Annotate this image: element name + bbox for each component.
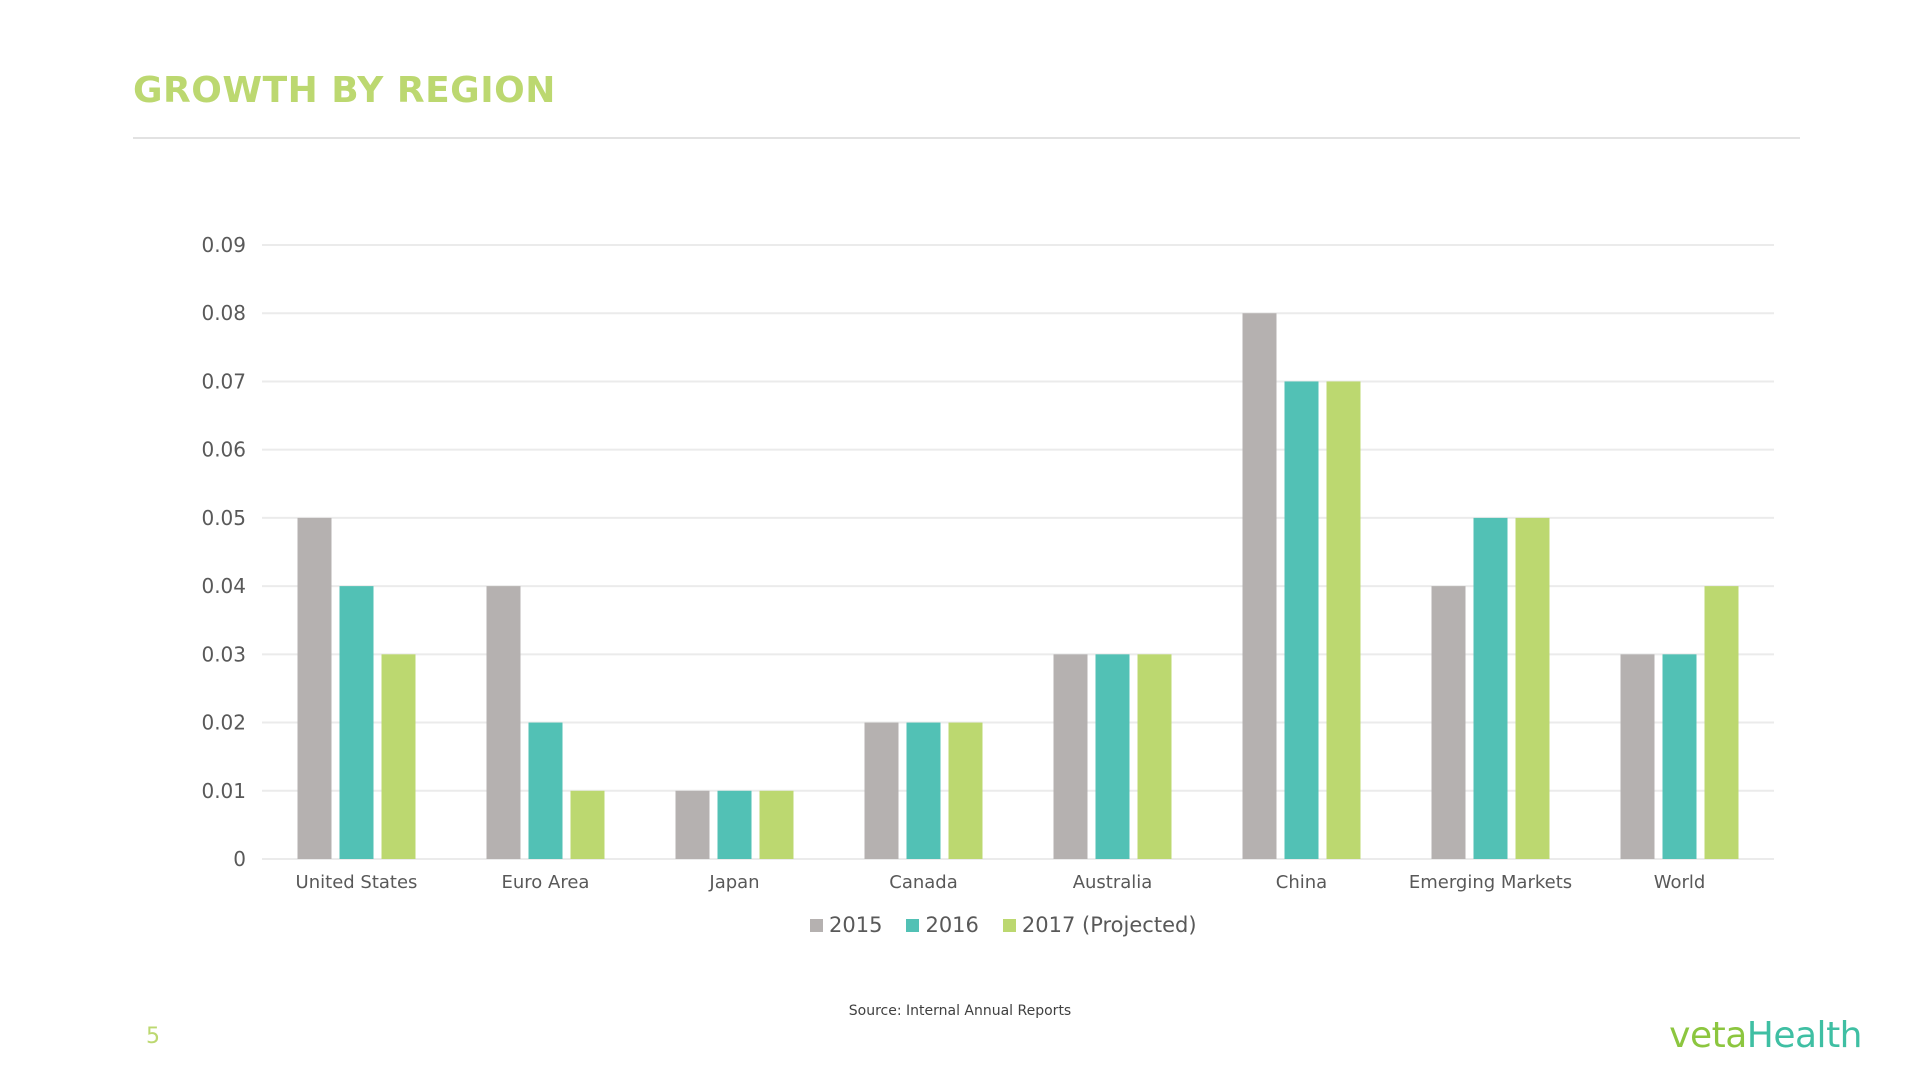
x-category-label: Japan <box>708 872 759 893</box>
bar <box>1326 381 1361 859</box>
bar <box>1242 313 1277 859</box>
bar <box>1473 517 1508 859</box>
bar <box>381 654 416 859</box>
x-category-label: Canada <box>889 872 958 893</box>
y-tick-label: 0.03 <box>201 642 246 666</box>
legend-swatch <box>906 918 920 932</box>
legend-item: 2017 (Projected) <box>1002 913 1197 937</box>
bar <box>1284 381 1319 859</box>
bar <box>528 722 563 859</box>
x-category-label: Australia <box>1073 872 1153 893</box>
x-category-label: China <box>1276 872 1327 893</box>
bar <box>759 790 794 859</box>
slide-title: GROWTH BY REGION <box>133 70 556 111</box>
x-category-label: World <box>1654 872 1706 893</box>
legend-label: 2015 <box>829 913 883 937</box>
bar <box>906 722 941 859</box>
bar <box>339 586 374 859</box>
bar <box>717 790 752 859</box>
y-tick-label: 0.05 <box>201 506 246 530</box>
y-tick-label: 0 <box>233 847 246 871</box>
bar <box>1662 654 1697 859</box>
logo-text-health: Health <box>1746 1015 1863 1056</box>
x-category-label: Euro Area <box>502 872 590 893</box>
x-category-label: United States <box>296 872 418 893</box>
bar <box>1620 654 1655 859</box>
x-category-label: Emerging Markets <box>1409 872 1572 893</box>
bar <box>297 517 332 859</box>
bar <box>948 722 983 859</box>
legend-label: 2017 (Projected) <box>1021 913 1197 937</box>
y-tick-label: 0.01 <box>201 779 246 803</box>
page-number: 5 <box>146 1024 160 1049</box>
chart-legend: 2015 2016 2017 (Projected) <box>810 913 1197 937</box>
y-tick-label: 0.06 <box>201 438 246 462</box>
legend-swatch <box>1002 918 1016 932</box>
bar <box>1704 586 1739 859</box>
vetahealth-logo: veta Health <box>1669 1015 1862 1056</box>
legend-label: 2016 <box>925 913 979 937</box>
source-note: Source: Internal Annual Reports <box>848 1003 1072 1019</box>
bar <box>1515 517 1550 859</box>
bar <box>864 722 899 859</box>
bar <box>1053 654 1088 859</box>
y-tick-label: 0.08 <box>201 301 246 325</box>
y-tick-label: 0.09 <box>201 233 246 257</box>
y-tick-label: 0.04 <box>201 574 246 598</box>
bar <box>486 586 521 859</box>
y-tick-label: 0.02 <box>201 711 246 735</box>
y-tick-label: 0.07 <box>201 369 246 393</box>
bar <box>675 790 710 859</box>
legend-item: 2015 <box>810 913 882 937</box>
logo-text-veta: veta <box>1669 1015 1747 1056</box>
bar <box>1137 654 1172 859</box>
legend-swatch <box>810 918 823 932</box>
bar <box>570 790 605 859</box>
bar <box>1095 654 1130 859</box>
legend-item: 2016 <box>906 913 979 937</box>
bar <box>1431 586 1466 859</box>
title-divider <box>133 137 1800 139</box>
